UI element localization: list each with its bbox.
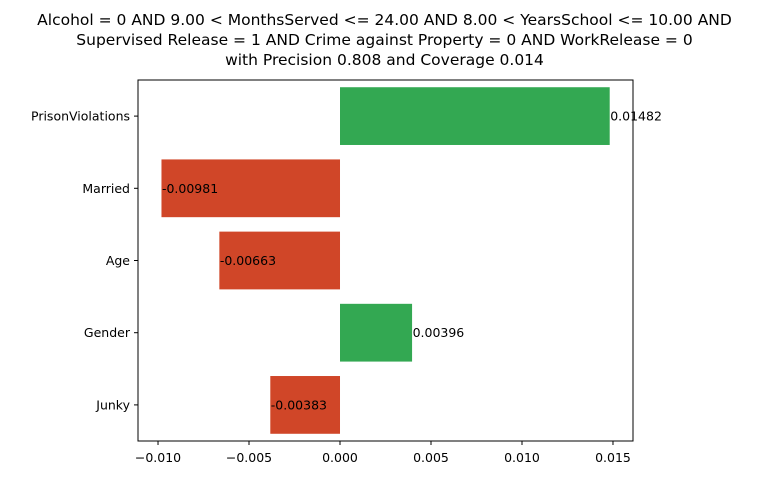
y-axis: PrisonViolations Married Age Gender Junky [31,109,138,412]
bar-value-label: 0.01482 [610,109,662,124]
x-tick-label: −0.010 [135,450,181,465]
bar-value-label: -0.00383 [271,397,327,412]
y-tick-label: PrisonViolations [31,109,130,124]
bar-value-label: -0.00663 [220,253,276,268]
bar-value-label: 0.00396 [413,325,465,340]
bar-age [219,231,341,290]
y-tick-label: Junky [95,397,130,412]
bar-junky [270,376,341,434]
chart-title-line: Alcohol = 0 AND 9.00 < MonthsServed <= 2… [37,11,732,29]
chart-title-line: Supervised Release = 1 AND Crime against… [76,31,692,49]
bar-prisonviolations [340,87,610,145]
bars-group [161,87,610,434]
x-tick-label: 0.005 [413,450,449,465]
x-tick-label: 0.000 [322,450,358,465]
y-tick-label: Age [106,253,130,268]
y-tick-label: Married [82,181,130,196]
x-tick-label: 0.015 [595,450,631,465]
y-tick-label: Gender [84,325,131,340]
bar-gender [340,303,413,362]
bar-married [161,159,341,218]
x-tick-label: −0.005 [226,450,272,465]
bar-value-labels: 0.01482 -0.00981 -0.00663 0.00396 -0.00383 [162,109,662,413]
chart-title-line: with Precision 0.808 and Coverage 0.014 [225,51,544,69]
x-axis: −0.010 −0.005 0.000 0.005 0.010 0.015 [135,441,631,465]
x-tick-label: 0.010 [504,450,540,465]
bar-value-label: -0.00981 [162,181,218,196]
chart-title: Alcohol = 0 AND 9.00 < MonthsServed <= 2… [37,11,732,69]
